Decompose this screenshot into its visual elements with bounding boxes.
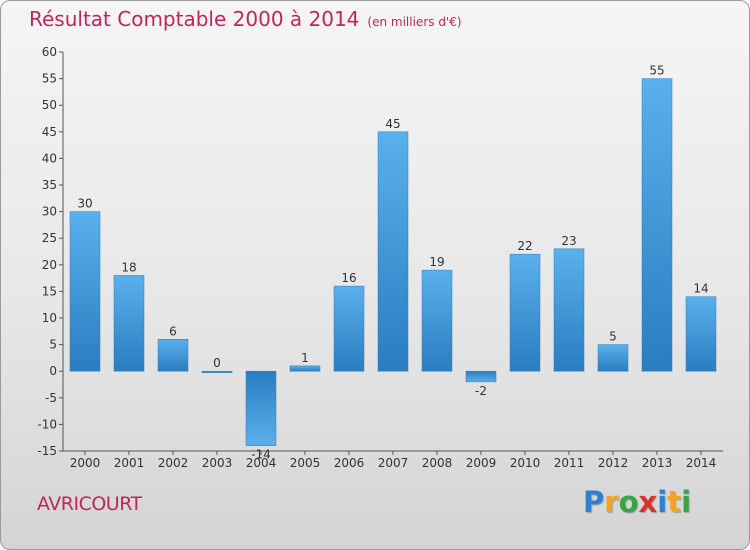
chart-title: Résultat Comptable 2000 à 2014 (en millie… bbox=[29, 7, 462, 31]
x-tick-label: 2007 bbox=[378, 456, 409, 470]
bar-2006 bbox=[333, 285, 365, 372]
data-label-2003: 0 bbox=[213, 356, 221, 370]
data-label-2000: 30 bbox=[77, 197, 92, 211]
bar-2008 bbox=[421, 269, 453, 372]
data-label-2002: 6 bbox=[169, 324, 177, 338]
bar-2001 bbox=[113, 275, 145, 372]
data-label-2010: 22 bbox=[517, 239, 532, 253]
logo-letter: r bbox=[604, 485, 619, 519]
y-tick-label: 55 bbox=[42, 72, 57, 86]
x-tick-label: 2001 bbox=[114, 456, 145, 470]
y-tick-label: 15 bbox=[42, 284, 57, 298]
bar-2014 bbox=[685, 296, 717, 372]
data-label-2014: 14 bbox=[693, 282, 708, 296]
y-tick-label: 0 bbox=[49, 364, 57, 378]
y-tick-label: 60 bbox=[42, 45, 57, 59]
y-tick-label: 5 bbox=[49, 338, 57, 352]
x-tick-label: 2000 bbox=[70, 456, 101, 470]
logo-letter: i bbox=[657, 485, 668, 519]
y-tick-label: 20 bbox=[42, 258, 57, 272]
data-label-2004: -14 bbox=[251, 448, 271, 462]
chart-bars bbox=[69, 78, 717, 446]
bar-2013 bbox=[641, 78, 673, 372]
bar-2011 bbox=[553, 248, 585, 372]
x-tick-label: 2005 bbox=[290, 456, 321, 470]
x-tick-label: 2011 bbox=[554, 456, 585, 470]
x-tick-label: 2006 bbox=[334, 456, 365, 470]
x-tick-label: 2014 bbox=[686, 456, 717, 470]
chart-title-text: Résultat Comptable 2000 à 2014 bbox=[29, 7, 360, 31]
y-tick-label: 40 bbox=[42, 151, 57, 165]
bar-2012 bbox=[597, 344, 629, 372]
x-tick-label: 2012 bbox=[598, 456, 629, 470]
logo-letter: P bbox=[583, 485, 605, 519]
x-tick-label: 2009 bbox=[466, 456, 497, 470]
y-tick-label: 45 bbox=[42, 125, 57, 139]
x-tick-label: 2002 bbox=[158, 456, 189, 470]
y-tick-label: -10 bbox=[37, 417, 57, 431]
chart-title-unit: (en milliers d'€) bbox=[367, 15, 462, 29]
data-label-2006: 16 bbox=[341, 271, 356, 285]
y-tick-label: 10 bbox=[42, 311, 57, 325]
data-label-2013: 55 bbox=[649, 64, 664, 78]
data-label-2007: 45 bbox=[385, 117, 400, 131]
y-tick-label: 35 bbox=[42, 178, 57, 192]
x-tick-label: 2004 bbox=[246, 456, 277, 470]
bar-2009 bbox=[465, 370, 497, 383]
logo-letter: i bbox=[681, 485, 692, 519]
y-tick-label: -15 bbox=[37, 444, 57, 458]
bar-2004 bbox=[245, 370, 277, 446]
x-tick-label: 2013 bbox=[642, 456, 673, 470]
y-tick-label: -5 bbox=[45, 391, 57, 405]
data-label-2011: 23 bbox=[561, 234, 576, 248]
commune-name: AVRICOURT bbox=[37, 493, 142, 515]
y-tick-label: 50 bbox=[42, 98, 57, 112]
logo-letter: o bbox=[618, 485, 639, 519]
data-label-2005: 1 bbox=[301, 351, 309, 365]
bar-2003 bbox=[201, 370, 233, 373]
data-label-2009: -2 bbox=[475, 384, 487, 398]
logo-letter: t bbox=[667, 485, 682, 519]
bar-2010 bbox=[509, 253, 541, 372]
x-tick-label: 2008 bbox=[422, 456, 453, 470]
bar-2007 bbox=[377, 131, 409, 372]
bar-2000 bbox=[69, 211, 101, 372]
data-label-2008: 19 bbox=[429, 255, 444, 269]
bar-2002 bbox=[157, 339, 189, 372]
bar-2005 bbox=[289, 365, 321, 372]
x-tick-label: 2010 bbox=[510, 456, 541, 470]
logo-letter: x bbox=[638, 485, 658, 519]
y-tick-label: 30 bbox=[42, 205, 57, 219]
proxiti-logo: Proxiti bbox=[583, 485, 691, 519]
data-label-2001: 18 bbox=[121, 260, 136, 274]
data-label-2012: 5 bbox=[609, 330, 617, 344]
x-tick-label: 2003 bbox=[202, 456, 233, 470]
y-tick-label: 25 bbox=[42, 231, 57, 245]
